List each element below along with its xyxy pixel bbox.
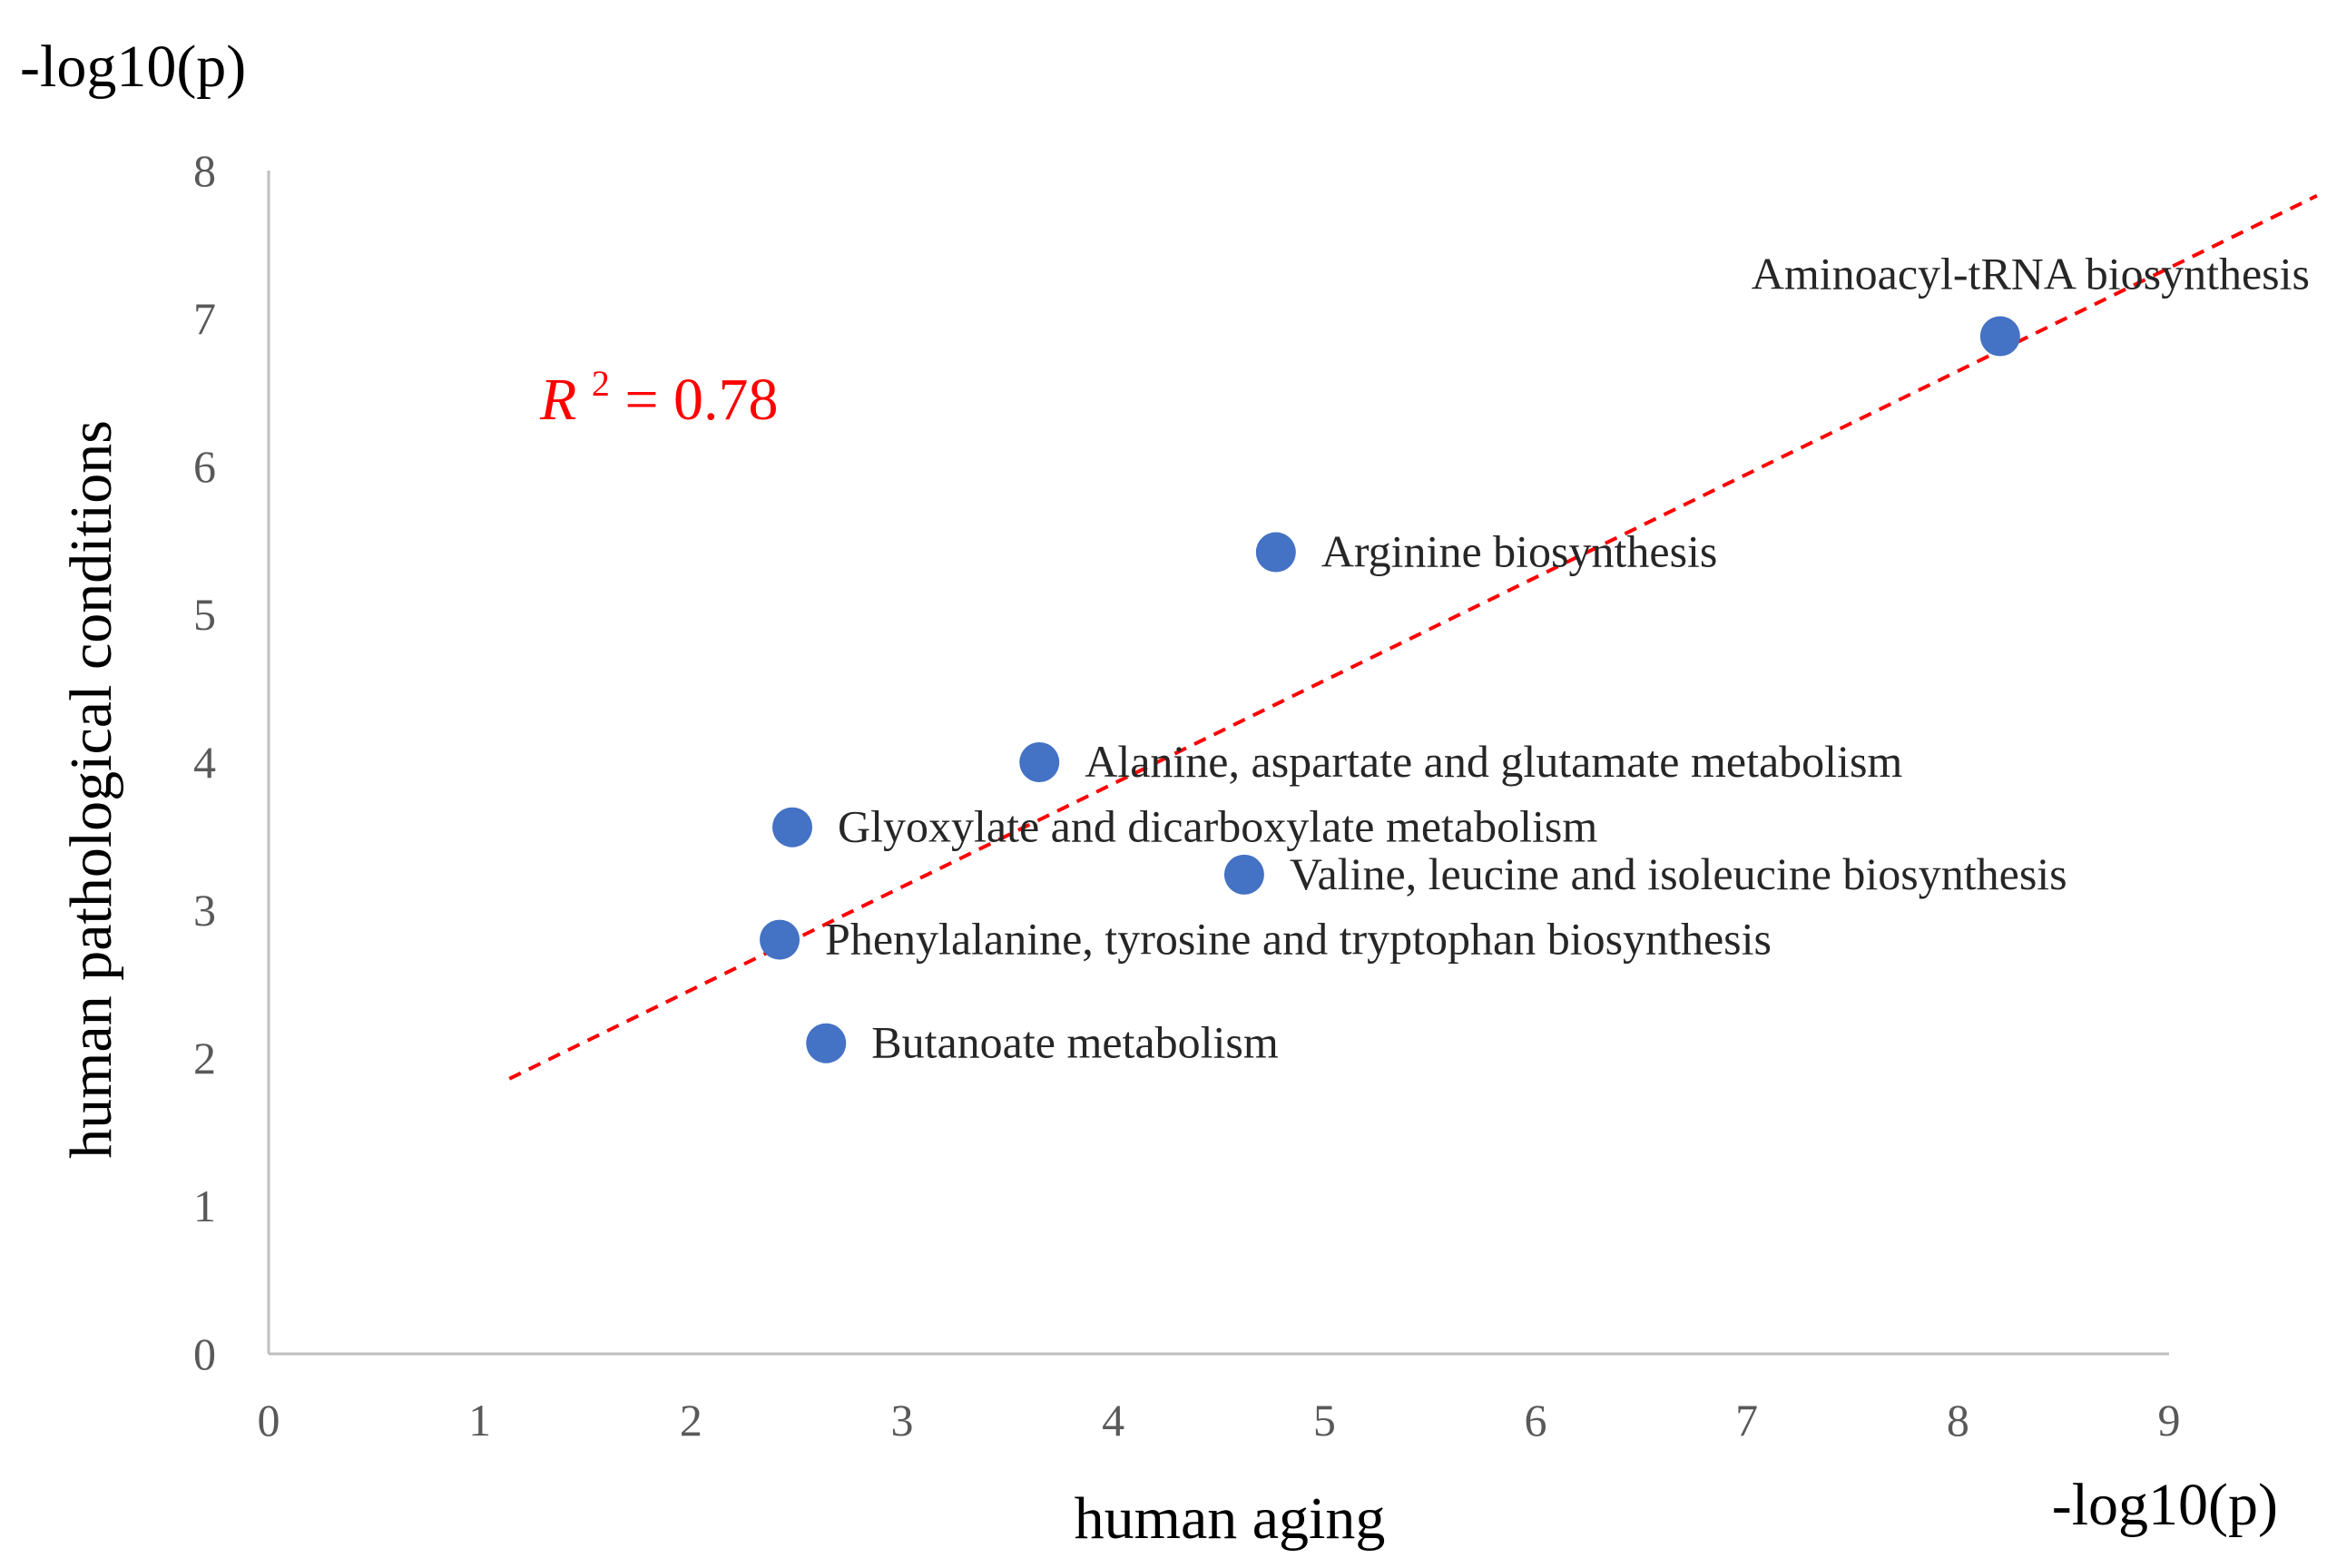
data-point-label: Aminoacyl-tRNA biosynthesis: [1752, 249, 2310, 299]
x-tick-label: 5: [1313, 1395, 1336, 1446]
trendline: [508, 193, 2318, 1081]
x-tick-label: 1: [468, 1395, 491, 1446]
y-tick-label: 4: [193, 737, 216, 788]
x-tick-label: 3: [891, 1395, 914, 1446]
data-point: [1019, 742, 1060, 782]
axes: [267, 171, 2169, 1356]
data-point-label: Glyoxylate and dicarboxylate metabolism: [838, 801, 1597, 852]
data-points: [760, 316, 2020, 1063]
data-point: [1979, 316, 2020, 357]
y-tick-label: 7: [193, 293, 216, 344]
y-tick-label: 2: [193, 1033, 216, 1083]
data-point-label: Valine, leucine and isoleucine biosynthe…: [1290, 848, 2067, 899]
data-point: [772, 807, 813, 848]
x-tick-labels: 0 1 2 3 4 5 6 7 8 9: [258, 1395, 2181, 1446]
y-tick-label: 0: [193, 1328, 216, 1379]
x-tick-label: 9: [2158, 1395, 2181, 1446]
data-point-label: Arginine biosynthesis: [1321, 526, 1718, 577]
y-tick-label: 8: [193, 145, 216, 196]
x-tick-label: 6: [1525, 1395, 1547, 1446]
data-point-label: Phenylalanine, tyrosine and tryptophan b…: [825, 914, 1772, 965]
x-axis-title: human aging: [1075, 1485, 1386, 1552]
y-axis-title: human pathological conditions: [58, 420, 124, 1159]
point-labels: Aminoacyl-tRNA biosynthesis Arginine bios…: [825, 249, 2310, 1068]
x-axis-unit: -log10(p): [2052, 1472, 2278, 1538]
r-squared-superscript: 2: [592, 363, 610, 404]
data-point-label: Alanine, aspartate and glutamate metabol…: [1085, 736, 1902, 787]
x-tick-label: 4: [1102, 1395, 1124, 1446]
data-point-label: Butanoate metabolism: [871, 1017, 1279, 1068]
y-axis-unit: -log10(p): [20, 34, 246, 100]
y-tick-label: 6: [193, 441, 216, 492]
r-squared-symbol: R: [539, 367, 576, 433]
y-tick-label: 1: [193, 1181, 216, 1231]
data-point: [806, 1023, 847, 1063]
x-tick-label: 8: [1947, 1395, 1969, 1446]
trendline-group: [508, 193, 2318, 1081]
y-tick-label: 5: [193, 589, 216, 640]
data-point: [760, 919, 800, 960]
r-squared-annotation: R 2 = 0.78: [539, 343, 779, 433]
y-tick-label: 3: [193, 885, 216, 936]
r-squared-value: = 0.78: [624, 367, 778, 433]
x-tick-label: 0: [258, 1395, 280, 1446]
data-point: [1255, 532, 1296, 573]
y-tick-labels: 0 1 2 3 4 5 6 7 8: [193, 145, 216, 1379]
data-point: [1223, 854, 1264, 895]
x-tick-label: 2: [680, 1395, 702, 1446]
x-tick-label: 7: [1735, 1395, 1758, 1446]
